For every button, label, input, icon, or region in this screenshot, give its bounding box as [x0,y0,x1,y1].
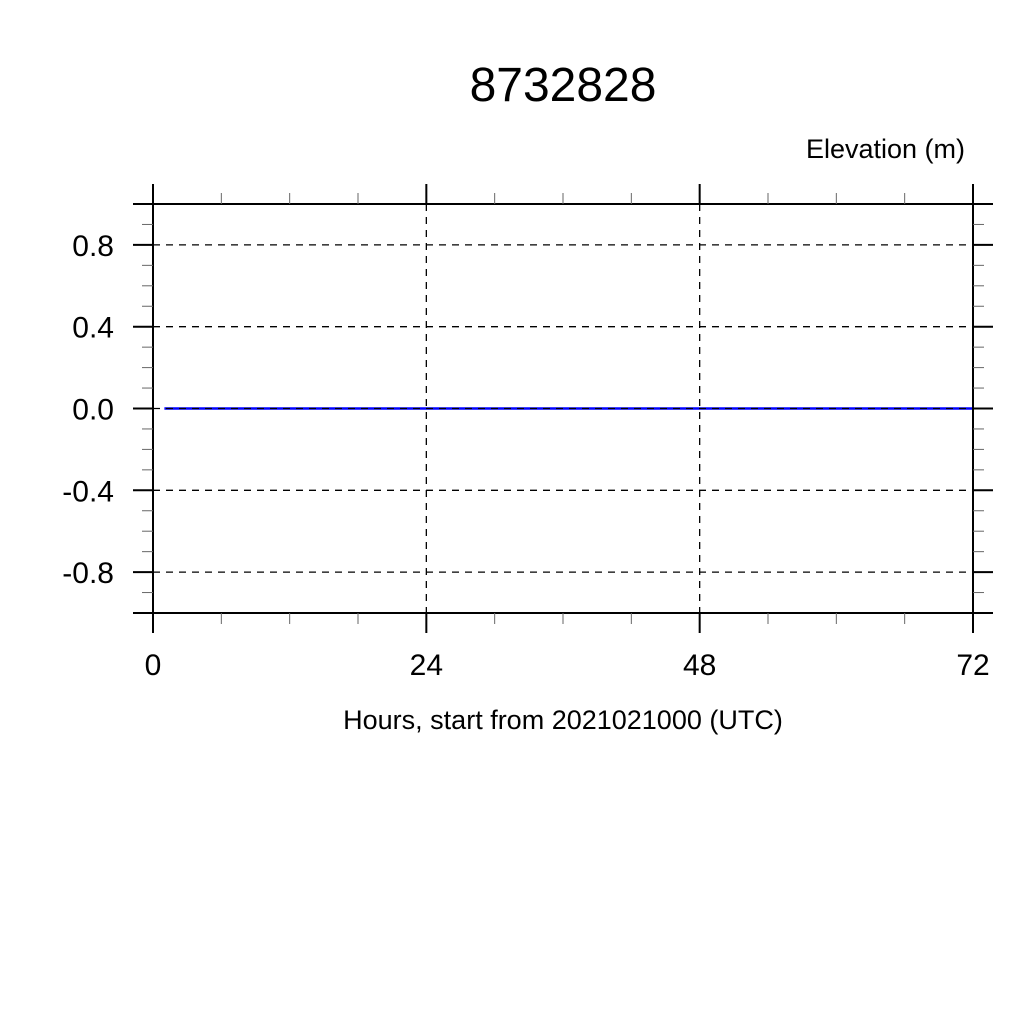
x-axis-label: Hours, start from 2021021000 (UTC) [343,705,783,735]
x-tick-label: 48 [683,649,716,682]
y-tick-label: 0.8 [72,230,114,263]
x-tick-label: 24 [410,649,443,682]
x-tick-label: 72 [956,649,989,682]
y-axis-title: Elevation (m) [805,134,965,164]
y-tick-label: -0.8 [62,557,114,590]
x-tick-label: 0 [145,649,162,682]
y-tick-label: 0.0 [72,394,114,427]
y-tick-label: 0.4 [72,312,114,345]
chart-title: 8732828 [469,59,657,112]
y-tick-label: -0.4 [62,475,114,508]
